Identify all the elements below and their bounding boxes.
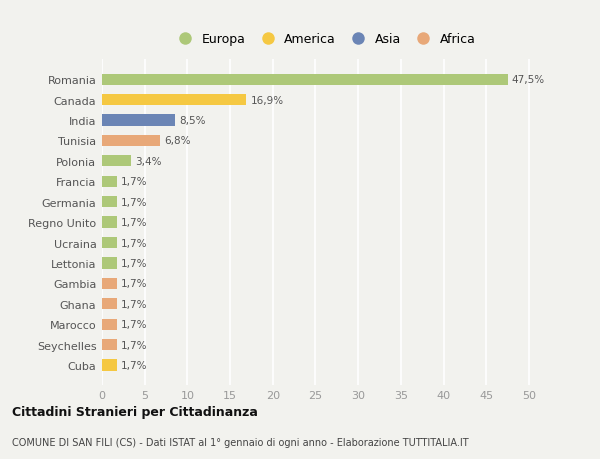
Text: 1,7%: 1,7% (121, 299, 147, 309)
Legend: Europa, America, Asia, Africa: Europa, America, Asia, Africa (173, 34, 475, 46)
Bar (102, 319, 116, 330)
Bar (102, 74, 508, 86)
Text: 1,7%: 1,7% (121, 319, 147, 330)
Text: Cittadini Stranieri per Cittadinanza: Cittadini Stranieri per Cittadinanza (12, 405, 258, 419)
Text: COMUNE DI SAN FILI (CS) - Dati ISTAT al 1° gennaio di ogni anno - Elaborazione T: COMUNE DI SAN FILI (CS) - Dati ISTAT al … (12, 437, 469, 447)
Bar (102, 339, 116, 350)
Bar (102, 298, 116, 310)
Text: 1,7%: 1,7% (121, 218, 147, 228)
Bar (102, 217, 116, 228)
Bar (102, 156, 131, 167)
Bar (102, 196, 116, 208)
Bar (102, 176, 116, 187)
Bar (102, 135, 160, 147)
Text: 16,9%: 16,9% (251, 95, 284, 106)
Bar (102, 258, 116, 269)
Text: 3,4%: 3,4% (136, 157, 162, 167)
Text: 1,7%: 1,7% (121, 340, 147, 350)
Bar (102, 115, 175, 126)
Text: 8,5%: 8,5% (179, 116, 205, 126)
Text: 1,7%: 1,7% (121, 197, 147, 207)
Bar (102, 95, 247, 106)
Text: 6,8%: 6,8% (164, 136, 191, 146)
Text: 1,7%: 1,7% (121, 279, 147, 289)
Text: 1,7%: 1,7% (121, 177, 147, 187)
Text: 47,5%: 47,5% (512, 75, 545, 85)
Text: 1,7%: 1,7% (121, 238, 147, 248)
Text: 1,7%: 1,7% (121, 360, 147, 370)
Bar (102, 359, 116, 371)
Bar (102, 278, 116, 289)
Text: 1,7%: 1,7% (121, 258, 147, 269)
Bar (102, 237, 116, 249)
